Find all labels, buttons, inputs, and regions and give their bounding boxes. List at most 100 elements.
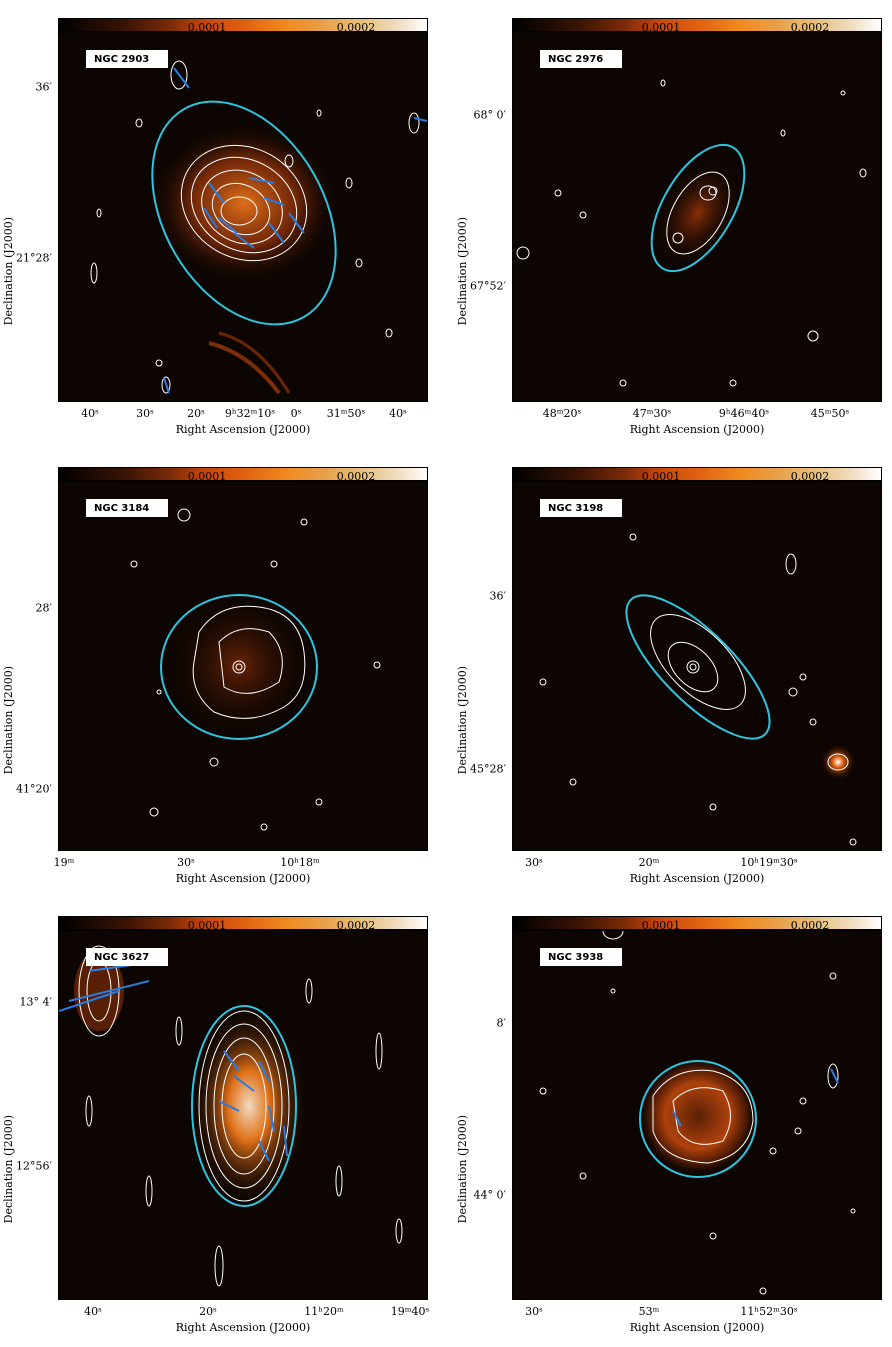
x-tick: 40ˢ xyxy=(389,407,407,420)
x-tick: 53ᵐ xyxy=(638,1305,660,1318)
image-frame xyxy=(58,32,428,402)
x-tick: 31ᵐ50ˢ xyxy=(326,407,366,420)
galaxy-emission xyxy=(149,123,339,283)
galaxy-label: NGC 3198 xyxy=(540,499,622,517)
y-axis-label: Declination (J2000) xyxy=(456,1115,469,1224)
galaxy-label: NGC 2903 xyxy=(86,50,168,68)
y-tick: 12°56′ xyxy=(16,1159,52,1173)
x-tick: 40ˢ xyxy=(81,407,99,420)
galaxy-ellipse xyxy=(639,1060,757,1178)
y-tick: 68° 0′ xyxy=(473,108,507,122)
colorbar: 0.0001 0.0002 xyxy=(512,467,882,483)
x-tick: 11ʰ20ᵐ xyxy=(304,1305,344,1318)
polarization-vectors xyxy=(672,1068,839,1127)
colorbar-tick: 0.0001 xyxy=(187,919,227,932)
panel-ngc-3198: 0.0001 0.0002 NGC 3198 36′ 45°28′ 30ˢ 20… xyxy=(454,449,892,898)
x-axis-label: Right Ascension (J2000) xyxy=(175,872,311,885)
colorbar-tick: 0.0001 xyxy=(187,470,227,483)
y-axis-label: Declination (J2000) xyxy=(2,1115,15,1224)
radio-map xyxy=(130,508,381,831)
image-frame xyxy=(58,481,428,851)
colorbar-tick: 0.0002 xyxy=(336,470,376,483)
x-tick: 30ˢ xyxy=(136,407,154,420)
x-axis-label: Right Ascension (J2000) xyxy=(629,872,765,885)
x-tick: 40ˢ xyxy=(84,1305,102,1318)
colorbar-tick: 0.0002 xyxy=(336,21,376,34)
colorbar: 0.0001 0.0002 xyxy=(58,467,428,483)
x-tick: 20ᵐ xyxy=(638,856,660,869)
x-tick: 45ᵐ50ˢ xyxy=(810,407,850,420)
colorbar: 0.0001 0.0002 xyxy=(58,916,428,932)
x-tick: 47ᵐ30ˢ xyxy=(632,407,672,420)
x-tick: 30ˢ xyxy=(525,1305,543,1318)
radio-map xyxy=(516,79,867,387)
x-tick: 20ˢ xyxy=(199,1305,217,1318)
x-tick: 9ʰ46ᵐ40ˢ xyxy=(718,407,770,420)
radio-map xyxy=(59,945,403,1287)
x-tick: 19ᵐ xyxy=(53,856,75,869)
panel-ngc-3938: 0.0001 0.0002 NGC 3938 8′ 44° 0′ 30ˢ xyxy=(454,898,892,1347)
y-tick: 67°52′ xyxy=(470,279,506,293)
colorbar-tick: 0.0002 xyxy=(790,21,830,34)
colorbar: 0.0001 0.0002 xyxy=(512,916,882,932)
y-tick: 45°28′ xyxy=(470,762,506,776)
radio-map xyxy=(90,60,427,395)
y-tick: 21°28′ xyxy=(16,251,52,265)
galaxy-ellipse xyxy=(625,594,771,740)
y-axis-label: Declination (J2000) xyxy=(2,666,15,775)
galaxy-label: NGC 3627 xyxy=(86,948,168,966)
x-tick: 48ᵐ20ˢ xyxy=(542,407,582,420)
x-tick: 30ˢ xyxy=(525,856,543,869)
galaxy-ellipse xyxy=(191,1005,297,1207)
image-frame xyxy=(512,481,882,851)
panel-ngc-3627: 0.0001 0.0002 xyxy=(0,898,446,1347)
x-tick: 10ʰ19ᵐ30ˢ xyxy=(740,856,798,869)
x-axis-label: Right Ascension (J2000) xyxy=(629,423,765,436)
image-frame xyxy=(512,32,882,402)
image-frame xyxy=(512,930,882,1300)
panel-ngc-3184: 0.0001 0.0002 NGC 3184 28′ 41°20′ 19ᵐ 30… xyxy=(0,449,446,898)
x-tick: 9ʰ32ᵐ10ˢ xyxy=(224,407,276,420)
contours xyxy=(539,931,856,1295)
galaxy-label: NGC 3184 xyxy=(86,499,168,517)
galaxy-ellipse xyxy=(151,100,337,326)
x-tick: 19ᵐ40ˢ xyxy=(390,1305,430,1318)
x-tick: 0ˢ xyxy=(290,407,302,420)
panel-ngc-2976: 0.0001 0.0002 NGC 2976 68° 0′ 67°52′ 48ᵐ… xyxy=(454,0,892,449)
x-axis-label: Right Ascension (J2000) xyxy=(175,1321,311,1334)
x-tick: 11ʰ52ᵐ30ˢ xyxy=(740,1305,798,1318)
galaxy-label: NGC 2976 xyxy=(540,50,622,68)
colorbar: 0.0001 0.0002 xyxy=(58,18,428,34)
y-axis-label: Declination (J2000) xyxy=(456,217,469,326)
x-axis-label: Right Ascension (J2000) xyxy=(629,1321,765,1334)
y-tick: 13° 4′ xyxy=(19,995,53,1009)
colorbar-tick: 0.0001 xyxy=(641,919,681,932)
polarization-vectors xyxy=(163,67,427,394)
contours xyxy=(539,533,857,846)
colorbar-tick: 0.0001 xyxy=(641,21,681,34)
colorbar: 0.0001 0.0002 xyxy=(512,18,882,34)
x-tick: 20ˢ xyxy=(187,407,205,420)
galaxy-ellipse xyxy=(650,143,746,273)
galaxy-ellipse xyxy=(160,594,318,740)
y-tick: 44° 0′ xyxy=(473,1188,507,1202)
image-frame xyxy=(58,930,428,1300)
colorbar-tick: 0.0002 xyxy=(790,919,830,932)
colorbar-tick: 0.0001 xyxy=(641,470,681,483)
x-axis-label: Right Ascension (J2000) xyxy=(175,423,311,436)
contours xyxy=(78,945,403,1287)
contours xyxy=(90,60,420,394)
y-tick: 36′ xyxy=(35,80,53,94)
colorbar-tick: 0.0002 xyxy=(336,919,376,932)
y-axis-label: Declination (J2000) xyxy=(2,217,15,326)
panel-ngc-2903: 0.0001 0.0002 xyxy=(0,0,446,449)
x-tick: 30ˢ xyxy=(177,856,195,869)
y-tick: 28′ xyxy=(35,601,53,615)
y-tick: 41°20′ xyxy=(16,782,52,796)
radio-map xyxy=(539,533,857,846)
x-tick: 10ʰ18ᵐ xyxy=(280,856,320,869)
contours xyxy=(130,508,381,831)
contours xyxy=(516,79,867,387)
radio-map xyxy=(539,931,856,1295)
galaxy-label: NGC 3938 xyxy=(540,948,622,966)
